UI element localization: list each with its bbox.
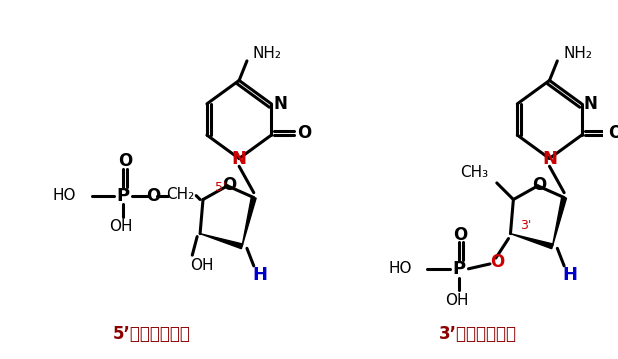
Text: 5': 5' [215,181,226,194]
Text: O: O [607,124,618,142]
Text: 5’－脱氧胞苷酸: 5’－脱氧胞苷酸 [112,325,190,343]
Text: OH: OH [190,258,214,273]
Text: OH: OH [109,219,133,234]
Polygon shape [510,234,553,249]
Text: OH: OH [445,293,468,308]
Text: O: O [533,176,547,194]
Polygon shape [552,197,567,246]
Text: H: H [252,266,267,284]
Text: P: P [116,187,130,205]
Text: O: O [146,187,160,205]
Text: N: N [583,95,598,113]
Text: HO: HO [53,188,76,203]
Text: O: O [489,253,504,271]
Text: CH₃: CH₃ [460,165,488,180]
Text: CH₂: CH₂ [166,187,195,202]
Text: P: P [452,260,465,278]
Polygon shape [242,197,256,246]
Text: O: O [297,124,311,142]
Text: H: H [562,266,577,284]
Text: N: N [232,150,247,168]
Text: NH₂: NH₂ [253,46,282,61]
Text: HO: HO [388,261,412,276]
Text: O: O [454,226,468,244]
Text: 3': 3' [520,219,531,232]
Text: NH₂: NH₂ [563,46,592,61]
Text: N: N [542,150,557,168]
Text: O: O [222,176,237,194]
Text: 3’－脱氧胞苷酸: 3’－脱氧胞苷酸 [439,325,517,343]
Text: O: O [118,153,132,171]
Polygon shape [200,234,243,249]
Text: N: N [273,95,287,113]
